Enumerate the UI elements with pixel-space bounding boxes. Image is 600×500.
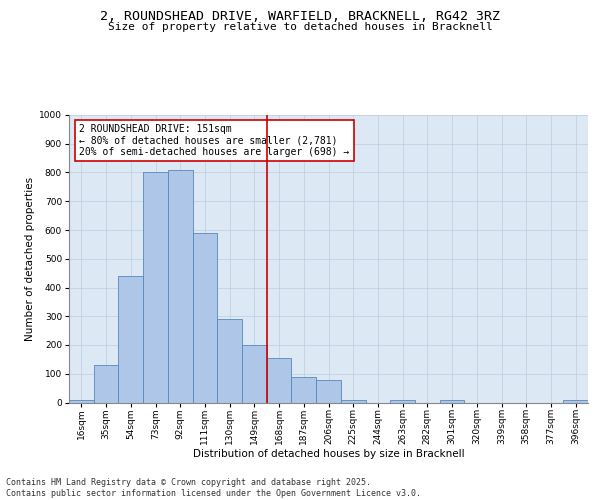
Bar — [118, 276, 143, 402]
Bar — [267, 358, 292, 403]
X-axis label: Distribution of detached houses by size in Bracknell: Distribution of detached houses by size … — [193, 448, 464, 458]
Bar — [217, 319, 242, 402]
Text: 2 ROUNDSHEAD DRIVE: 151sqm
← 80% of detached houses are smaller (2,781)
20% of s: 2 ROUNDSHEAD DRIVE: 151sqm ← 80% of deta… — [79, 124, 350, 157]
Bar — [242, 345, 267, 403]
Bar — [292, 376, 316, 402]
Bar — [563, 400, 588, 402]
Y-axis label: Number of detached properties: Number of detached properties — [25, 176, 35, 341]
Bar — [94, 365, 118, 403]
Bar — [390, 400, 415, 402]
Bar — [440, 400, 464, 402]
Bar — [168, 170, 193, 402]
Bar — [316, 380, 341, 402]
Bar — [193, 233, 217, 402]
Bar — [341, 400, 365, 402]
Bar — [143, 172, 168, 402]
Text: Contains HM Land Registry data © Crown copyright and database right 2025.
Contai: Contains HM Land Registry data © Crown c… — [6, 478, 421, 498]
Text: Size of property relative to detached houses in Bracknell: Size of property relative to detached ho… — [107, 22, 493, 32]
Bar — [69, 400, 94, 402]
Text: 2, ROUNDSHEAD DRIVE, WARFIELD, BRACKNELL, RG42 3RZ: 2, ROUNDSHEAD DRIVE, WARFIELD, BRACKNELL… — [100, 10, 500, 23]
